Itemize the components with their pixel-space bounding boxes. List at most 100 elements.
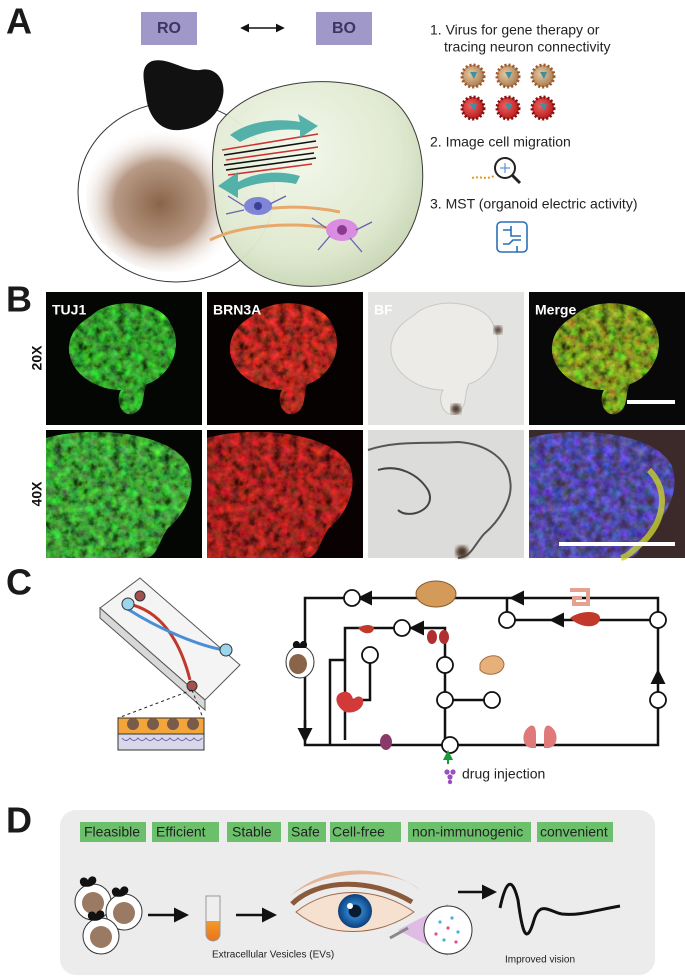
organoid-illustration-part [254, 202, 262, 210]
property-tags-part [408, 822, 531, 842]
microfluidic-chip-part [121, 737, 203, 741]
organ-circuit-part-part [447, 774, 453, 780]
micrograph-brn3a-20x [207, 292, 363, 425]
ev-workflow-part-part [456, 930, 460, 934]
property-tags-part [288, 822, 326, 842]
property-tag: non-immunogenic [412, 824, 523, 840]
organ-circuit-part [427, 630, 437, 644]
row-label: 40X [29, 481, 45, 507]
organoid-illustration-part [230, 114, 318, 142]
organoid-illustration-part-part [225, 146, 319, 161]
microfluidic-chip-part [147, 718, 159, 730]
micrograph-bf-40x-part [367, 440, 512, 559]
organ-circuit-part [439, 630, 449, 644]
bo-box [316, 12, 372, 45]
microfluidic-chip-part [134, 590, 146, 602]
panel-c: C [6, 562, 667, 785]
column-label: BF [374, 302, 393, 318]
property-tags-part [537, 822, 613, 842]
organoid-illustration-part [218, 172, 300, 198]
organoid-illustration-part [221, 133, 319, 176]
ev-workflow-part [498, 883, 621, 936]
microfluidic-chip-part [187, 718, 199, 730]
organ-circuit [285, 580, 667, 785]
ev-workflow-part [423, 905, 473, 955]
micrograph-tuj1-40x [46, 430, 202, 558]
ev-workflow-part [389, 926, 409, 940]
microfluidic-chip-part [99, 606, 206, 712]
organ-circuit-part-part [450, 769, 456, 775]
organoid-illustration-part [209, 223, 331, 242]
ev-workflow-part-part [454, 940, 458, 944]
microfluidic-chip-part [219, 643, 233, 657]
organoid-illustration-part [143, 60, 224, 131]
organ-circuit-part [444, 769, 456, 785]
micrograph-tuj1-20x [46, 292, 202, 425]
micrograph-bf-40x-part [456, 546, 468, 558]
ev-workflow-part-part [450, 916, 454, 920]
property-tags-part [152, 822, 219, 842]
ev-workflow-part [290, 870, 420, 896]
organ-circuit-part [289, 654, 307, 674]
ro-label: RO [157, 20, 181, 37]
organ-circuit-part [570, 612, 600, 627]
property-tag: Stable [232, 824, 272, 840]
organ-circuit-part [436, 691, 454, 709]
ev-workflow-part-part [446, 926, 450, 930]
column-label: TUJ1 [52, 302, 86, 318]
organoid-illustration [77, 60, 424, 287]
column-label: BRN3A [213, 302, 261, 318]
magnifier-icon-part [471, 175, 495, 179]
microfluidic-chip-part [186, 680, 198, 692]
panel-letter: B [6, 279, 32, 320]
ev-workflow-part [90, 926, 112, 948]
organ-circuit-part-part [444, 769, 450, 775]
property-tags [80, 822, 613, 842]
bo-label: BO [332, 20, 356, 37]
organ-circuit-part [479, 655, 505, 675]
organoid-illustration-part [212, 81, 424, 287]
micrograph-merge-40x-part [620, 467, 665, 561]
micrograph-bf-20x [368, 292, 524, 425]
organoid-illustration-part-part [225, 157, 317, 171]
organ-circuit-part [393, 619, 411, 637]
panel-a: A RO BO 1. Virus for gene therapy or tr [6, 1, 637, 287]
chip-icon-part [503, 226, 521, 252]
property-tag: Cell-free [332, 824, 385, 840]
microfluidic-chip-part [121, 597, 135, 611]
micrograph-bf-20x-part [494, 326, 502, 334]
micrograph-bf-20x-part [451, 404, 461, 414]
property-tag: Efficient [156, 824, 206, 840]
ev-workflow-part [82, 892, 104, 914]
organoid-illustration-part [225, 195, 373, 253]
property-tags-part [80, 822, 146, 842]
organoid-illustration-part-part [221, 133, 319, 151]
microfluidic-chip-part [117, 733, 205, 751]
organoid-illustration-part-part [227, 163, 313, 176]
list-item: 1. Virus for gene therapy or [430, 22, 600, 38]
microfluidic-chip-part [127, 718, 139, 730]
micrograph-merge-40x [529, 430, 685, 561]
micrograph-brn3a-40x [207, 430, 363, 558]
list-item: 3. MST (organoid electric activity) [430, 196, 637, 212]
ev-workflow-part-part [434, 932, 438, 936]
ev-workflow-part [205, 895, 221, 942]
organoid-illustration-part [86, 120, 250, 272]
property-tags-part [330, 822, 401, 842]
organoid-illustration-part-part [223, 140, 317, 156]
row-label: 20X [29, 345, 45, 371]
ro-box [141, 12, 197, 45]
organ-circuit-part [328, 626, 447, 745]
panel-letter: D [6, 800, 32, 841]
magnifier-icon [471, 157, 522, 185]
microfluidic-chip-part [117, 689, 193, 719]
microfluidic-chip-part [99, 577, 241, 701]
ev-label: Extracellular Vesicles (EVs) [212, 950, 334, 961]
organ-circuit-part-part [447, 779, 453, 785]
ev-workflow-part-part [442, 938, 446, 942]
list-item: tracing neuron connectivity [444, 39, 611, 55]
magnifier-icon-part [510, 173, 522, 185]
magnifier-icon-part [500, 163, 510, 173]
chip-icon [496, 221, 528, 253]
